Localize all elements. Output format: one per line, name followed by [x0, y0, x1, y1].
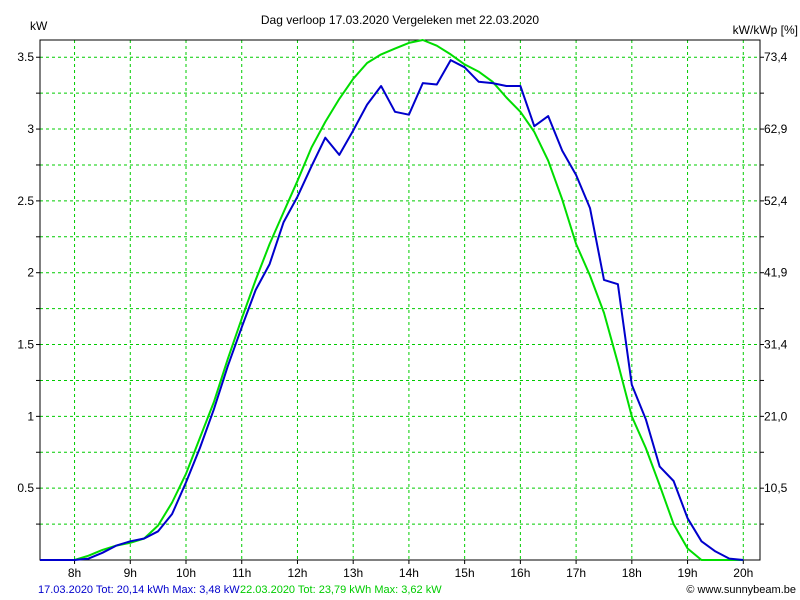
y-tick-label-left: 1.5: [17, 338, 34, 352]
x-tick-label: 11h: [232, 566, 251, 580]
x-tick-label: 14h: [399, 566, 419, 580]
credit-text: © www.sunnybeam.be: [686, 584, 796, 596]
x-tick-label: 19h: [678, 566, 698, 580]
y-tick-label-right: 62,9: [764, 122, 788, 136]
y-tick-label-right: 52,4: [764, 194, 788, 208]
x-tick-label: 18h: [622, 566, 642, 580]
x-tick-label: 10h: [176, 566, 196, 580]
y-axis-left-label: kW: [30, 19, 48, 33]
x-tick-label: 17h: [566, 566, 586, 580]
y-tick-label-right: 31,4: [764, 338, 788, 352]
y-tick-label-left: 0.5: [17, 481, 34, 495]
y-tick-label-right: 73,4: [764, 50, 788, 64]
y-tick-label-left: 1: [27, 409, 34, 423]
x-tick-label: 9h: [124, 566, 137, 580]
series-line-17-03-2020: [40, 59, 744, 561]
x-tick-label: 13h: [343, 566, 363, 580]
x-tick-label: 15h: [455, 566, 475, 580]
y-tick-label-left: 2: [27, 266, 34, 280]
x-tick-label: 20h: [733, 566, 753, 580]
x-tick-label: 12h: [287, 566, 307, 580]
y-tick-label-right: 41,9: [764, 266, 788, 280]
y-tick-label-left: 3: [27, 122, 34, 136]
x-tick-label: 16h: [510, 566, 530, 580]
legend-series-2: 22.03.2020 Tot: 23,79 kWh Max: 3,62 kW: [240, 584, 442, 596]
x-tick-label: 8h: [68, 566, 81, 580]
series-line-22-03-2020: [40, 39, 744, 561]
y-tick-label-right: 21,0: [764, 409, 788, 423]
y-tick-label-right: 10,5: [764, 481, 788, 495]
plot-frame: [39, 39, 761, 561]
y-tick-label-left: 3.5: [17, 50, 34, 64]
y-tick-label-left: 2.5: [17, 194, 34, 208]
chart-title: Dag verloop 17.03.2020 Vergeleken met 22…: [261, 13, 540, 27]
legend-series-1: 17.03.2020 Tot: 20,14 kWh Max: 3,48 kW: [38, 584, 240, 596]
y-axis-right-label: kW/kWp [%]: [733, 23, 798, 37]
